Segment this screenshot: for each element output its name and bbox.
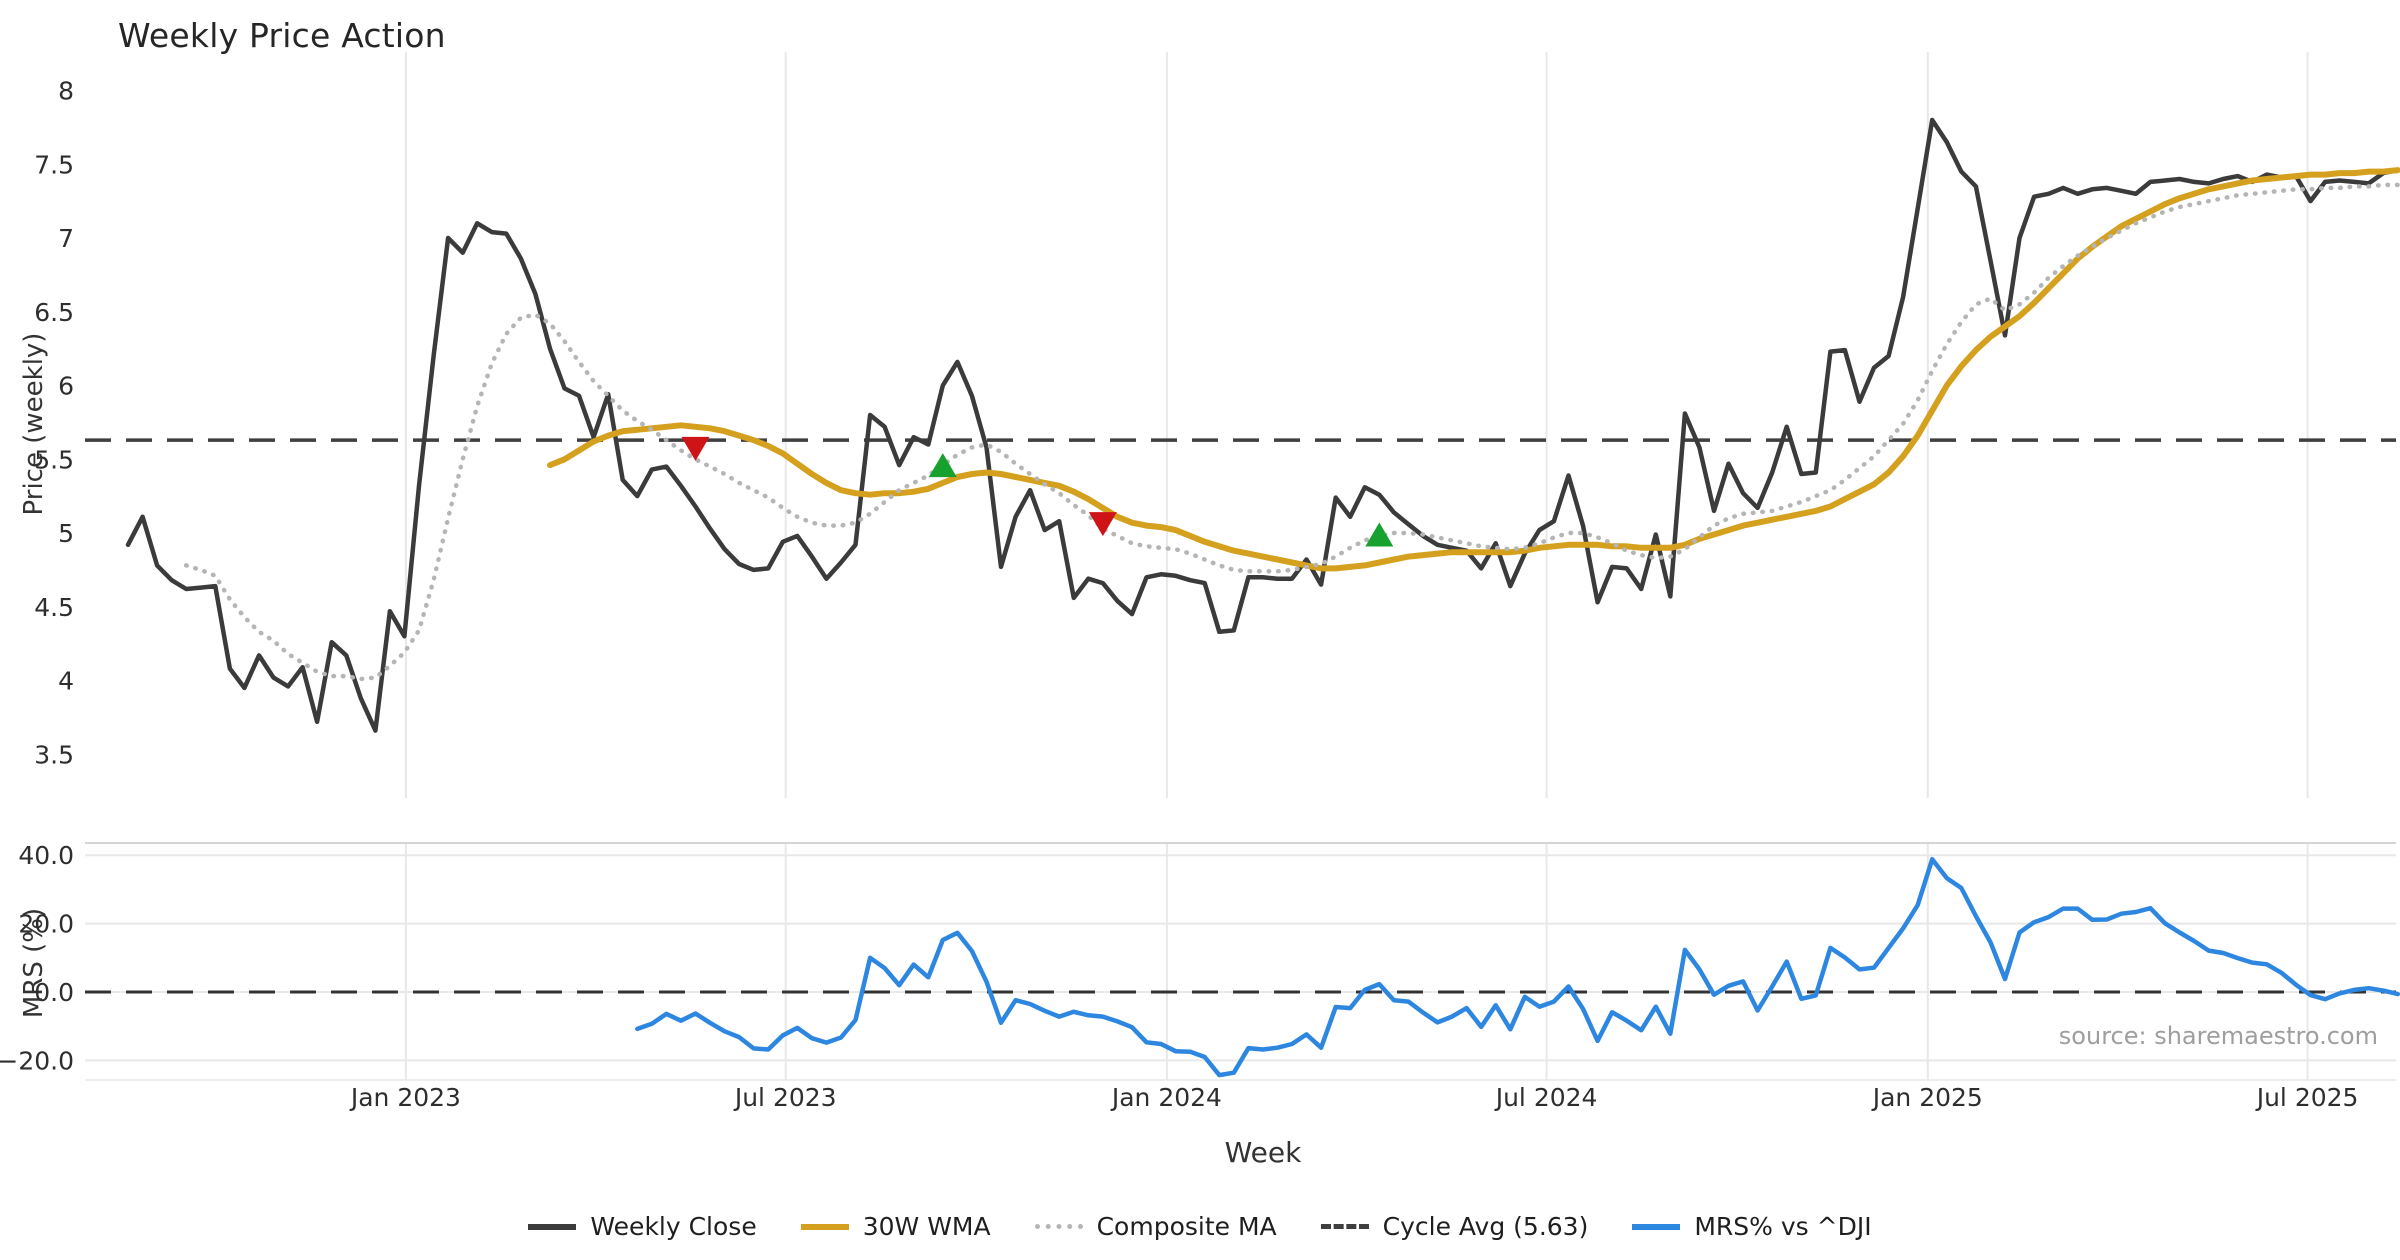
chart-title: Weekly Price Action [118,16,446,55]
mrs-tick-label: 20.0 [18,910,74,939]
price-tick-label: 7 [58,224,74,253]
weekly-close-line [125,117,2400,733]
legend-item-30w-wma: 30W WMA [800,1212,991,1241]
cycle-avg-swatch-icon [1320,1224,1369,1229]
price-tick-label: 6 [58,372,74,401]
weekly-close-swatch-icon [528,1223,577,1230]
sell-signal-marker [681,436,710,461]
x-tick-label: Jul 2025 [2255,1083,2359,1112]
x-tick-label: Jan 2025 [1871,1083,1983,1112]
price-tick-label: 7.5 [34,150,74,179]
x-tick-label: Jan 2023 [349,1083,461,1112]
chart-legend: Weekly Close 30W WMA Composite MA Cycle … [0,1212,2400,1241]
mrs-tick-label: −20.0 [0,1046,74,1075]
composite-ma-swatch-icon [1034,1224,1083,1229]
mrs-tick-label: 0.0 [34,978,74,1007]
legend-item-weekly-close: Weekly Close [528,1212,757,1241]
mrs-swatch-icon [1632,1223,1681,1230]
legend-label: Composite MA [1096,1212,1277,1241]
price-tick-label: 5 [58,519,74,548]
wma-swatch-icon [800,1223,849,1230]
x-tick-label: Jul 2023 [733,1083,837,1112]
x-tick-label: Jan 2024 [1110,1083,1222,1112]
legend-label: 30W WMA [862,1212,991,1241]
wma-line [547,167,2400,572]
legend-item-composite-ma: Composite MA [1034,1212,1277,1241]
price-tick-label: 5.5 [34,445,74,474]
composite-ma-line [183,182,2400,682]
legend-label: Weekly Close [590,1212,757,1241]
legend-label: Cycle Avg (5.63) [1382,1212,1589,1241]
buy-signal-marker [1365,522,1394,547]
sell-signal-marker [1088,512,1117,537]
legend-label: MRS% vs ^DJI [1694,1212,1872,1241]
price-tick-label: 8 [58,77,74,106]
price-tick-label: 3.5 [34,740,74,769]
legend-item-mrs: MRS% vs ^DJI [1632,1212,1872,1241]
mrs-line [635,857,2400,1078]
x-tick-label: Jul 2024 [1494,1083,1598,1112]
buy-signal-marker [928,453,957,478]
mrs-tick-label: 40.0 [18,841,74,870]
price-tick-label: 4.5 [34,593,74,622]
source-watermark: source: sharemaestro.com [2058,1022,2378,1050]
legend-item-cycle-avg: Cycle Avg (5.63) [1320,1212,1589,1241]
price-tick-label: 6.5 [34,298,74,327]
price-tick-label: 4 [58,667,74,696]
week-axis-label: Week [1224,1136,1302,1169]
